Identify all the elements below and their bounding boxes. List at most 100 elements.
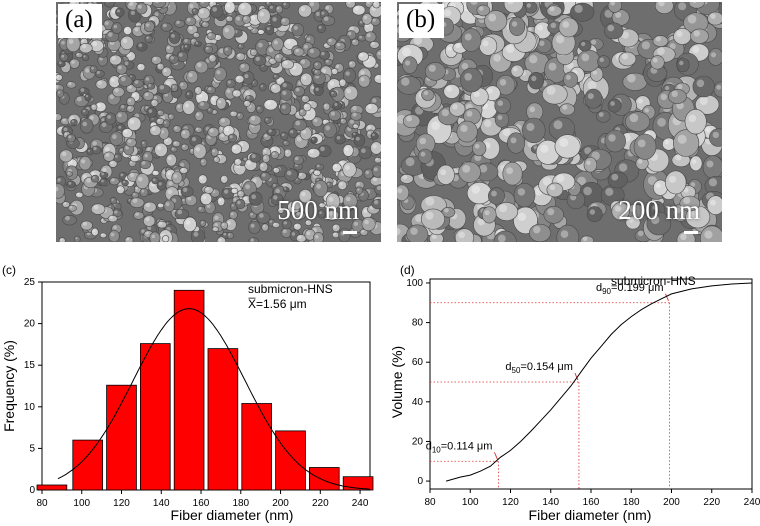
chart-d-xtick-label: 200 [663,497,680,508]
sem-grain-highlight [258,42,263,48]
sem-grain-highlight [214,215,219,220]
sem-grain-highlight [286,39,291,45]
sem-grain [293,86,305,97]
sem-grain-highlight [130,160,133,164]
sem-grain-highlight [479,164,488,173]
sem-grain-highlight [282,18,286,22]
sem-grain-highlight [610,2,616,6]
sem-grain-highlight [106,2,110,3]
sem-grain-highlight [206,204,211,208]
sem-grain-highlight [117,113,122,118]
sem-grain-highlight [145,77,150,81]
sem-grain-highlight [487,88,493,94]
sem-grain-highlight [272,17,277,22]
sem-grain-highlight [91,66,94,70]
sem-grain-highlight [302,96,306,100]
sem-grain [126,105,135,113]
sem-grain-highlight [318,25,322,29]
sem-grain [421,89,435,101]
sem-grain-highlight [361,148,366,153]
sem-grain-highlight [506,167,513,175]
sem-grain-highlight [604,9,613,18]
sem-grain [417,148,433,164]
sem-grain-highlight [233,145,237,150]
sem-grain-highlight [105,153,110,157]
sem-grain-highlight [210,2,213,5]
sem-grain [183,43,192,51]
sem-grain-highlight [315,62,318,66]
sem-grain [313,169,321,176]
sem-grain [673,28,692,45]
sem-grain-highlight [710,199,716,206]
sem-grain-highlight [285,150,288,154]
sem-grain [237,190,245,198]
sem-grain-highlight [556,35,565,44]
sem-grain-highlight [212,149,215,153]
sem-grain-highlight [455,43,461,49]
sem-grain-highlight [141,161,146,165]
sem-grain [321,15,336,26]
sem-grain [248,237,260,242]
sem-grain [192,143,207,159]
sem-grain [203,186,214,194]
sem-grain-highlight [353,132,356,135]
sem-grain-highlight [196,127,199,130]
sem-grain-highlight [618,163,628,172]
sem-grain-highlight [349,61,353,65]
sem-grain-highlight [295,224,298,227]
sem-grain [281,2,291,9]
sem-grain [260,171,271,181]
sem-grain-highlight [692,2,697,4]
sem-grain-highlight [333,164,337,168]
sem-grain-highlight [61,151,67,157]
sem-grain [186,69,199,84]
sem-grain-highlight [447,46,452,51]
sem-grain-highlight [178,53,183,57]
sem-grain [81,108,90,116]
sem-grain-highlight [229,135,233,139]
sem-grain [494,97,511,114]
sem-grain-highlight [138,64,142,68]
sem-grain-highlight [108,32,113,37]
sem-grain-highlight [365,170,369,175]
sem-grain [235,198,246,210]
chart-c-ytick-label: 5 [29,443,35,454]
sem-grain-highlight [704,230,713,239]
sem-grain [237,43,245,50]
sem-grain-highlight [205,47,209,50]
sem-grain-highlight [157,118,161,122]
sem-grain-highlight [93,146,97,151]
sem-grain-highlight [65,215,70,221]
sem-grain-highlight [82,109,86,113]
sem-grain [256,211,271,224]
sem-grain-highlight [692,46,700,53]
sem-grains [397,2,722,242]
sem-grain [420,208,445,230]
sem-grain [62,201,71,208]
sem-grain-highlight [377,51,381,56]
sem-grain [708,48,722,66]
sem-grain [156,220,167,229]
sem-grain [476,4,491,17]
sem-grain-highlight [677,84,683,90]
sem-grain-highlight [58,61,62,65]
sem-grain-highlight [109,94,115,100]
sem-grain-highlight [696,79,705,88]
sem-grain-highlight [111,9,116,14]
sem-grain-highlight [283,221,287,225]
sem-grain [242,71,255,85]
sem-grain-highlight [347,2,351,4]
sem-grain [74,235,81,242]
sem-grain [292,119,307,131]
sem-grain [603,22,624,40]
sem-grain-highlight [506,44,515,54]
sem-grain-highlight [142,141,145,144]
sem-grain-highlight [111,178,115,182]
sem-grain [229,110,238,117]
sem-grain [307,148,321,159]
sem-grain-highlight [223,232,227,236]
sem-grain [345,2,356,9]
sem-grain [127,116,142,131]
sem-grain-highlight [316,164,320,168]
sem-grain-highlight [547,208,555,216]
